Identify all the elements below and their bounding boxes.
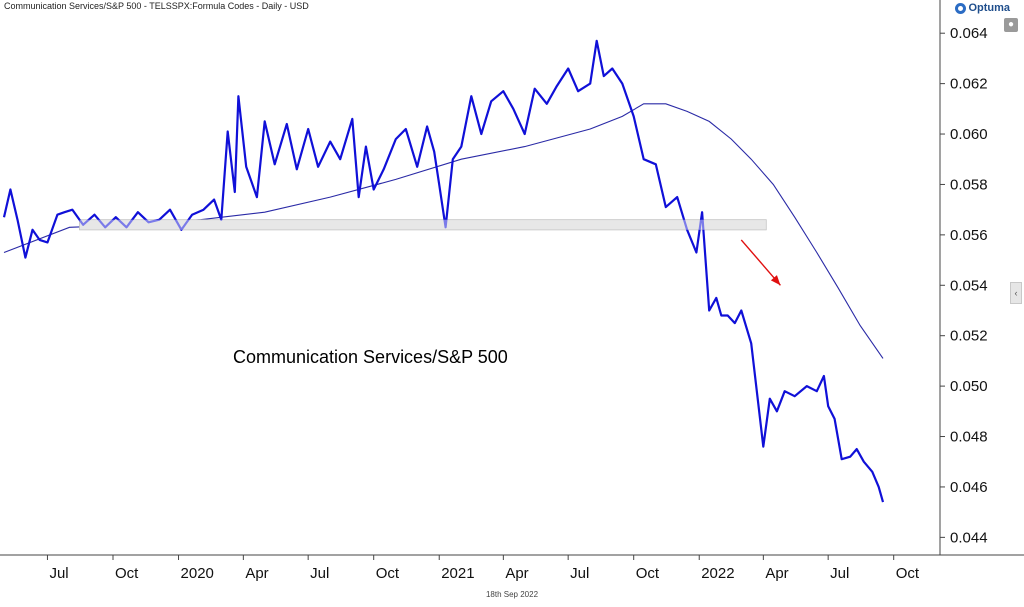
- x-tick-label: Oct: [115, 565, 139, 582]
- trend-arrow-head: [770, 275, 781, 286]
- y-tick-label: 0.054: [950, 277, 988, 294]
- x-tick-label: 2021: [441, 565, 474, 582]
- price-series: [2, 39, 885, 503]
- x-tick-label: Oct: [636, 565, 660, 582]
- price-line: [2, 39, 885, 503]
- axes: [0, 0, 1024, 556]
- support-zone-rect: [79, 219, 767, 231]
- y-tick-label: 0.050: [950, 378, 988, 395]
- footer-date: 18th Sep 2022: [485, 590, 539, 599]
- x-tick-label: Jul: [570, 565, 589, 582]
- x-tick-label: 2020: [181, 565, 214, 582]
- brand-name: Optuma: [968, 2, 1010, 14]
- y-tick-label: 0.056: [950, 227, 988, 244]
- x-tick-label: Jul: [310, 565, 329, 582]
- x-tick-label: Apr: [765, 565, 788, 582]
- y-axis-labels: 0.064 0.062 0.060 0.058 0.056 0.054 0.052 0.050…: [940, 25, 988, 546]
- support-zone-overlay: [79, 219, 767, 230]
- x-tick-label: 2022: [701, 565, 734, 582]
- y-tick-label: 0.048: [950, 429, 988, 446]
- x-axis-labels: Jul Oct 2020 Apr Jul Oct 2021 Apr Jul Oct 2022 Apr J…: [46, 555, 920, 582]
- y-tick-label: 0.060: [950, 126, 988, 143]
- chart-header: Communication Services/S&P 500 - TELSSPX…: [4, 1, 309, 11]
- moving-average-series: [3, 103, 884, 359]
- chart-title: Communication Services/S&P 500: [233, 347, 508, 367]
- y-tick-label: 0.062: [950, 76, 988, 93]
- x-tick-label: Jul: [49, 565, 68, 582]
- support-zone: [79, 219, 767, 231]
- support-zone-highlight: [79, 219, 767, 230]
- y-tick-label: 0.058: [950, 176, 988, 193]
- x-tick-label: Apr: [245, 565, 268, 582]
- brand-logo: Optuma: [955, 2, 1010, 14]
- x-tick-label: Oct: [376, 565, 400, 582]
- y-tick-label: 0.052: [950, 328, 988, 345]
- y-tick-label: 0.046: [950, 479, 988, 496]
- lock-icon[interactable]: ●: [1004, 18, 1018, 32]
- chevron-left-icon[interactable]: ‹: [1010, 282, 1022, 304]
- y-tick-label: 0.044: [950, 529, 988, 546]
- trend-arrow: [740, 239, 781, 286]
- x-tick-label: Jul: [830, 565, 849, 582]
- moving-average-line: [3, 103, 884, 359]
- optuma-logo-icon: [955, 2, 967, 14]
- x-tick-label: Oct: [896, 565, 920, 582]
- y-tick-label: 0.064: [950, 25, 988, 42]
- x-tick-label: Apr: [505, 565, 528, 582]
